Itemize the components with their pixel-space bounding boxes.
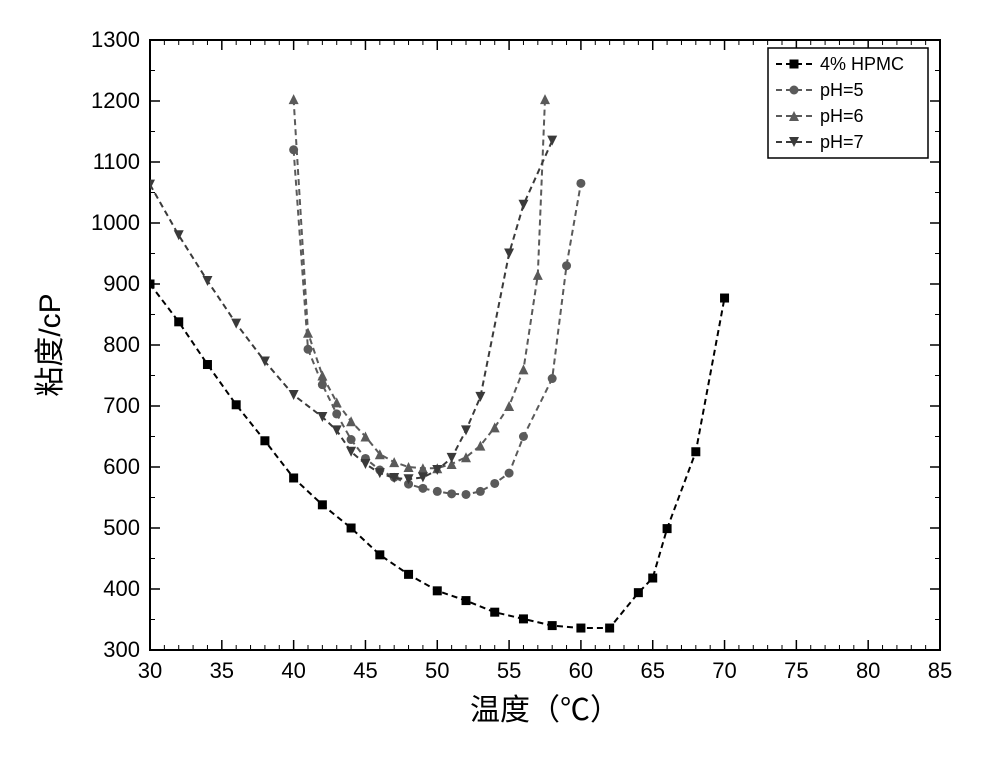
y-tick-label: 1000	[91, 210, 140, 235]
y-tick-label: 700	[103, 393, 140, 418]
y-tick-label: 1100	[93, 149, 140, 174]
x-tick-label: 35	[210, 658, 234, 683]
x-tick-label: 85	[928, 658, 952, 683]
x-tick-label: 60	[569, 658, 593, 683]
x-tick-label: 30	[138, 658, 162, 683]
y-tick-label: 800	[103, 332, 140, 357]
x-tick-label: 55	[497, 658, 521, 683]
x-tick-label: 65	[640, 658, 664, 683]
legend: 4% HPMC pH=5 pH=6 pH=7	[768, 48, 928, 158]
x-axis-label: 温度（℃）	[470, 694, 620, 727]
line-chart: 30 35 40 45 50 55 60 65 70 75 80 85 温度（℃） 300 400 500 60…	[0, 0, 1000, 761]
y-axis-label: 粘度/cP	[34, 293, 67, 396]
x-tick-label: 80	[856, 658, 880, 683]
y-tick-label: 300	[103, 637, 140, 662]
y-tick-label: 600	[103, 454, 140, 479]
y-tick-label: 900	[103, 271, 140, 296]
legend-label: pH=7	[820, 132, 864, 152]
legend-label: pH=5	[820, 80, 864, 100]
chart-container: 30 35 40 45 50 55 60 65 70 75 80 85 温度（℃） 300 400 500 60…	[0, 0, 1000, 761]
y-tick-label: 1300	[91, 27, 140, 52]
x-tick-label: 70	[712, 658, 736, 683]
x-tick-label: 50	[425, 658, 449, 683]
x-tick-label: 75	[784, 658, 808, 683]
y-tick-label: 1200	[91, 88, 140, 113]
legend-label: pH=6	[820, 106, 864, 126]
x-tick-label: 45	[353, 658, 377, 683]
y-tick-label: 500	[103, 515, 140, 540]
y-tick-label: 400	[103, 576, 140, 601]
x-tick-label: 40	[281, 658, 305, 683]
legend-label: 4% HPMC	[820, 54, 904, 74]
